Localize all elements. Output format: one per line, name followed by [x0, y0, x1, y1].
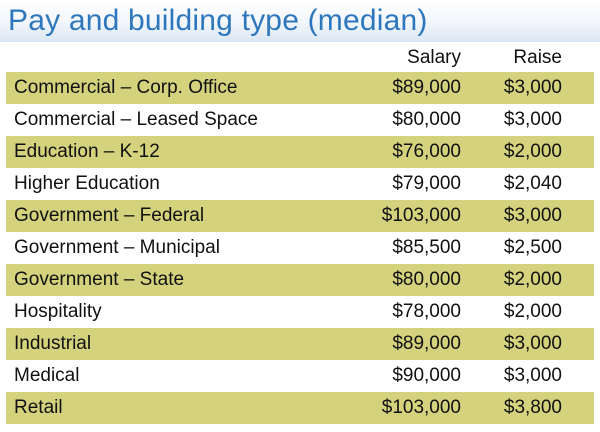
building-type-cell: Government – Federal [14, 205, 205, 226]
salary-cell: $76,000 [392, 141, 461, 162]
building-type-cell: Education – K-12 [14, 141, 160, 162]
column-header-salary: Salary [407, 47, 461, 68]
raise-cell: $2,000 [503, 269, 562, 290]
table-row: Retail $103,000 $3,800 [6, 392, 594, 424]
pay-table: Commercial – Corp. Office $89,000 $3,000 Co… [6, 72, 594, 424]
raise-cell: $3,000 [503, 333, 562, 354]
salary-cell: $79,000 [392, 173, 461, 194]
table-row: Education – K-12 $76,000 $2,000 [6, 136, 594, 168]
table-row: Medical $90,000 $3,000 [6, 360, 594, 392]
raise-cell: $3,000 [503, 77, 562, 98]
title-banner: Pay and building type (median) [0, 0, 600, 42]
column-header-raise: Raise [513, 47, 562, 68]
building-type-cell: Government – Municipal [14, 237, 220, 258]
building-type-cell: Higher Education [14, 173, 160, 194]
salary-cell: $103,000 [381, 397, 461, 418]
building-type-cell: Commercial – Leased Space [14, 109, 258, 130]
building-type-cell: Retail [14, 397, 63, 418]
table-row: Government – State $80,000 $2,000 [6, 264, 594, 296]
salary-cell: $80,000 [392, 269, 461, 290]
salary-cell: $85,500 [392, 237, 461, 258]
salary-cell: $89,000 [392, 77, 461, 98]
salary-cell: $90,000 [392, 365, 461, 386]
building-type-cell: Commercial – Corp. Office [14, 77, 238, 98]
table-row: Commercial – Corp. Office $89,000 $3,000 [6, 72, 594, 104]
salary-cell: $80,000 [392, 109, 461, 130]
raise-cell: $3,000 [503, 205, 562, 226]
raise-cell: $2,000 [503, 301, 562, 322]
page-title: Pay and building type (median) [8, 4, 428, 37]
salary-cell: $78,000 [392, 301, 461, 322]
table-row: Hospitality $78,000 $2,000 [6, 296, 594, 328]
salary-cell: $103,000 [381, 205, 461, 226]
building-type-cell: Medical [14, 365, 80, 386]
salary-cell: $89,000 [392, 333, 461, 354]
raise-cell: $2,000 [503, 141, 562, 162]
building-type-cell: Hospitality [14, 301, 102, 322]
building-type-cell: Industrial [14, 333, 92, 354]
raise-cell: $2,040 [503, 173, 562, 194]
raise-cell: $2,500 [503, 237, 562, 258]
table-row: Industrial $89,000 $3,000 [6, 328, 594, 360]
raise-cell: $3,800 [503, 397, 562, 418]
table-row: Higher Education $79,000 $2,040 [6, 168, 594, 200]
raise-cell: $3,000 [503, 365, 562, 386]
table-row: Commercial – Leased Space $80,000 $3,000 [6, 104, 594, 136]
table-row: Government – Municipal $85,500 $2,500 [6, 232, 594, 264]
raise-cell: $3,000 [503, 109, 562, 130]
table-row: Government – Federal $103,000 $3,000 [6, 200, 594, 232]
building-type-cell: Government – State [14, 269, 185, 290]
